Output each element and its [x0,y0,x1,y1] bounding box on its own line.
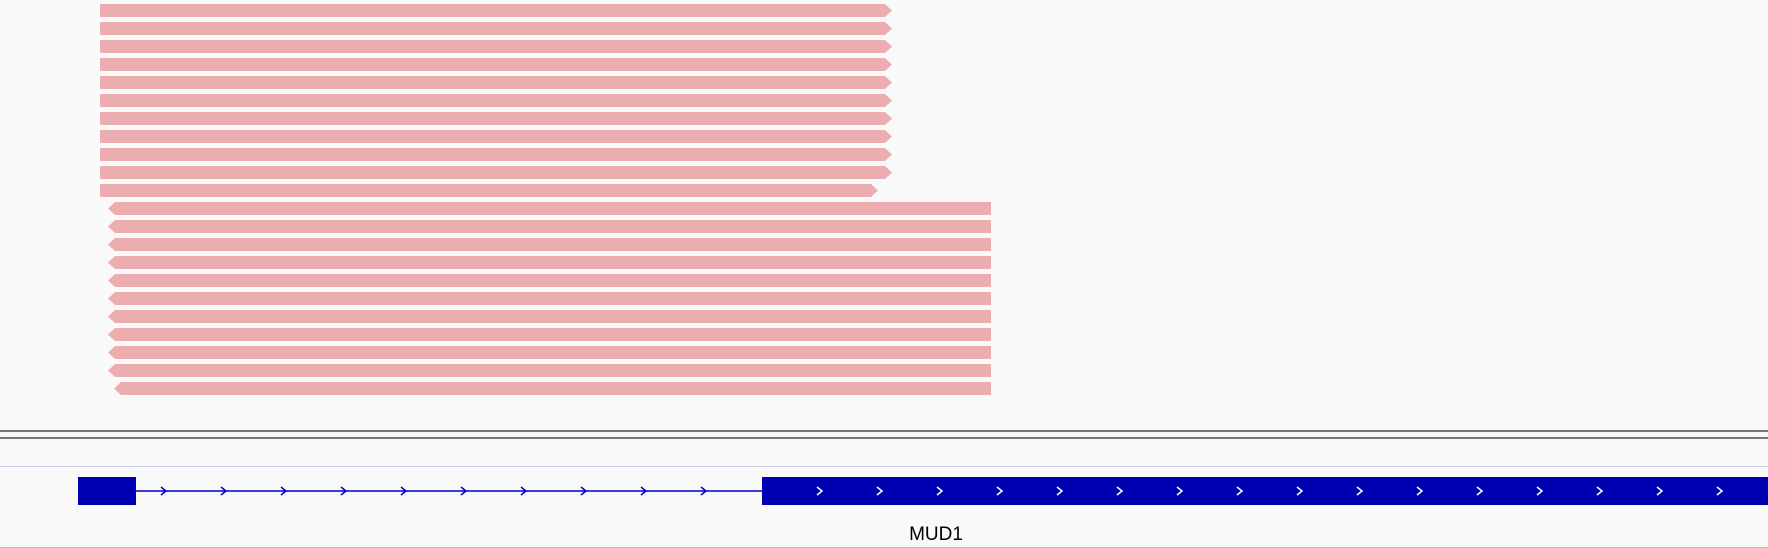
exon-strand-arrow [1476,486,1484,496]
forward-read[interactable] [100,76,892,89]
forward-read[interactable] [100,184,878,197]
alignment-track[interactable] [0,0,1768,430]
forward-read[interactable] [100,4,892,17]
exon-strand-arrow [1416,486,1424,496]
exon-strand-arrow [1716,486,1724,496]
intron-strand-arrow [340,486,348,496]
reverse-read[interactable] [108,274,991,287]
exon-strand-arrow [1176,486,1184,496]
track-divider-bottom [0,437,1768,439]
reverse-read[interactable] [108,328,991,341]
intron-strand-arrow [580,486,588,496]
reverse-read[interactable] [108,202,991,215]
reverse-read[interactable] [108,220,991,233]
forward-read[interactable] [100,58,892,71]
reverse-read[interactable] [108,238,991,251]
gene-model[interactable] [0,467,1768,548]
reverse-read[interactable] [114,382,991,395]
intron-strand-arrow [400,486,408,496]
exon-strand-arrow [1296,486,1304,496]
exon-strand-arrow [1536,486,1544,496]
reverse-read[interactable] [108,292,991,305]
forward-read[interactable] [100,166,892,179]
intron-strand-arrow [460,486,468,496]
reverse-read[interactable] [108,256,991,269]
intron-strand-arrow [160,486,168,496]
gene-track[interactable] [0,467,1768,548]
exon-2[interactable] [762,477,1768,505]
exon-strand-arrow [816,486,824,496]
intron-strand-arrow [640,486,648,496]
intron-strand-arrow [280,486,288,496]
reverse-read[interactable] [108,346,991,359]
exon-strand-arrow [1356,486,1364,496]
exon-strand-arrow [1116,486,1124,496]
forward-read[interactable] [100,148,892,161]
reads-canvas[interactable] [0,0,1768,430]
exon-strand-arrow [1056,486,1064,496]
intron-strand-arrow [520,486,528,496]
intron-strand-arrow [220,486,228,496]
exon-strand-arrow [936,486,944,496]
forward-read[interactable] [100,94,892,107]
forward-read[interactable] [100,112,892,125]
exon-strand-arrow [1656,486,1664,496]
forward-read[interactable] [100,40,892,53]
exon-1[interactable] [78,477,136,505]
exon-strand-arrow [996,486,1004,496]
track-separator [0,466,1768,467]
exon-strand-arrow [1236,486,1244,496]
track-divider-top [0,430,1768,432]
reverse-read[interactable] [108,364,991,377]
reverse-read[interactable] [108,310,991,323]
forward-read[interactable] [100,22,892,35]
gene-name-label: MUD1 [909,524,963,545]
forward-read[interactable] [100,130,892,143]
intron-strand-arrow [700,486,708,496]
exon-strand-arrow [1596,486,1604,496]
exon-strand-arrow [876,486,884,496]
